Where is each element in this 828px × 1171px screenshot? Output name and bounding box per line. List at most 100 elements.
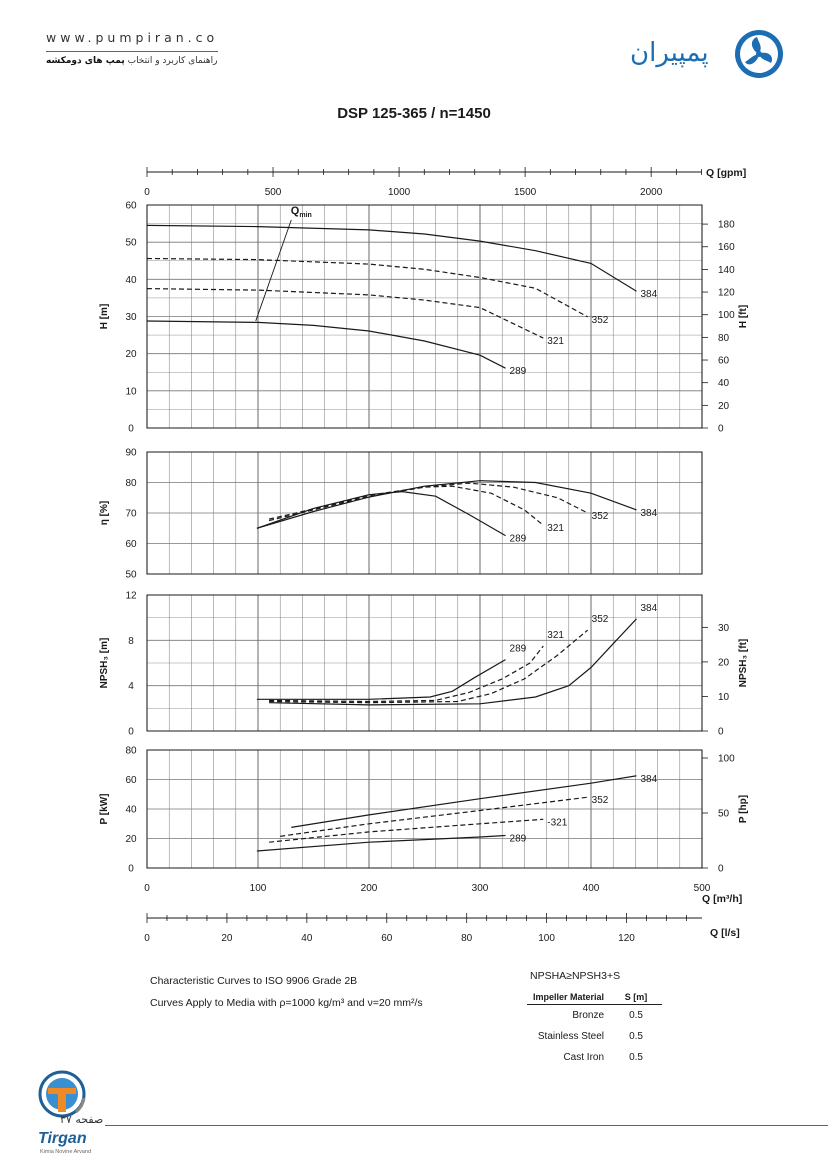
series-label: 352 bbox=[592, 315, 609, 326]
y-right-tick-label: 0 bbox=[718, 727, 724, 738]
series-power-289 bbox=[256, 834, 506, 852]
s-cell: 0.5 bbox=[629, 1010, 643, 1021]
ls-tick-label: 60 bbox=[381, 933, 393, 944]
series-power-352 bbox=[280, 796, 588, 837]
chart-notes: Characteristic Curves to ISO 9906 Grade … bbox=[150, 970, 423, 1014]
y-right-tick-label: 50 bbox=[718, 809, 730, 820]
series-efficiency-321 bbox=[268, 485, 544, 526]
series-efficiency-384 bbox=[256, 480, 637, 529]
npsh-rule: NPSHA≥NPSH3+S bbox=[530, 970, 621, 982]
series-label: -321 bbox=[547, 817, 567, 828]
header-subtitle-prefix: راهنمای کاربرد و انتخاب bbox=[127, 56, 218, 66]
brand-name: Tirgan bbox=[38, 1130, 87, 1147]
series-head-384 bbox=[146, 224, 637, 292]
y-right-axis-label: NPSH₃ [ft] bbox=[738, 639, 749, 688]
y-tick-label: 0 bbox=[128, 424, 134, 435]
note-line-2: Curves Apply to Media with ρ=1000 kg/m³ … bbox=[150, 997, 423, 1009]
ls-tick-label: 80 bbox=[461, 933, 473, 944]
y-tick-label: 60 bbox=[125, 539, 137, 550]
ls-tick-label: 40 bbox=[301, 933, 313, 944]
gpm-tick-label: 500 bbox=[265, 187, 282, 198]
gpm-tick-label: 2000 bbox=[640, 187, 663, 198]
ls-tick-label: 0 bbox=[144, 933, 150, 944]
m3h-tick-label: 500 bbox=[694, 883, 711, 894]
s-cell: 0.5 bbox=[629, 1052, 643, 1063]
panel-frame bbox=[146, 204, 703, 429]
y-right-axis-label: P [hp] bbox=[738, 795, 749, 823]
y-right-axis-label: H [ft] bbox=[738, 305, 749, 328]
panel-frame bbox=[146, 451, 703, 575]
y-tick-label: 20 bbox=[125, 834, 137, 845]
m3h-tick-label: 100 bbox=[250, 883, 267, 894]
material-cell: Cast Iron bbox=[563, 1052, 605, 1063]
y-tick-label: 20 bbox=[125, 349, 137, 360]
page-number: صفحه ۳۷ bbox=[60, 1113, 104, 1126]
series-label: 352 bbox=[592, 511, 609, 522]
y-right-tick-label: 20 bbox=[718, 657, 730, 668]
series-label: 352 bbox=[592, 795, 609, 806]
col-header-material: Impeller Material bbox=[527, 990, 611, 1005]
table-row: Stainless Steel 0.5 bbox=[527, 1026, 662, 1047]
y-right-tick-label: 40 bbox=[718, 378, 730, 389]
gpm-tick-label: 0 bbox=[144, 187, 150, 198]
series-efficiency-289 bbox=[256, 490, 506, 537]
header-subtitle: راهنمای کاربرد و انتخاب پمپ های دومکشه bbox=[46, 56, 218, 66]
series-label: 384 bbox=[641, 774, 658, 785]
safety-margin-table: Impeller Material S [m] Bronze 0.5 Stain… bbox=[527, 990, 663, 1068]
series-npsh-384 bbox=[269, 618, 637, 706]
m3h-tick-label: 200 bbox=[361, 883, 378, 894]
y-right-tick-label: 20 bbox=[718, 401, 730, 412]
series-label: 384 bbox=[641, 603, 658, 614]
series-label: 352 bbox=[592, 614, 609, 625]
y-right-tick-label: 10 bbox=[718, 692, 730, 703]
fan-icon bbox=[735, 30, 783, 78]
y-tick-label: 4 bbox=[128, 681, 134, 692]
y-right-tick-label: 140 bbox=[718, 265, 735, 276]
series-label: 321 bbox=[547, 630, 564, 641]
series-head-289 bbox=[146, 320, 506, 369]
y-tick-label: 10 bbox=[125, 386, 137, 397]
s-cell: 0.5 bbox=[629, 1031, 643, 1042]
qmin-annotation: Qmin bbox=[291, 205, 312, 219]
series-npsh-352 bbox=[269, 629, 589, 704]
material-cell: Bronze bbox=[572, 1010, 605, 1021]
y-axis-label: H [m] bbox=[99, 304, 110, 330]
y-right-tick-label: 0 bbox=[718, 424, 724, 435]
y-right-tick-label: 100 bbox=[718, 754, 735, 765]
website-url[interactable]: www.pumpiran.co bbox=[46, 30, 219, 45]
y-tick-label: 80 bbox=[125, 746, 137, 757]
series-label: 289 bbox=[510, 834, 527, 845]
panel-frame bbox=[146, 749, 703, 869]
y-tick-label: 50 bbox=[125, 238, 137, 249]
y-right-tick-label: 120 bbox=[718, 288, 735, 299]
y-right-tick-label: 80 bbox=[718, 333, 730, 344]
table-row: Cast Iron 0.5 bbox=[527, 1047, 662, 1068]
m3h-axis-label: Q [m³/h] bbox=[702, 893, 742, 905]
y-right-tick-label: 100 bbox=[718, 310, 735, 321]
ls-tick-label: 120 bbox=[618, 933, 635, 944]
y-axis-label: η [%] bbox=[99, 501, 110, 525]
m3h-tick-label: 300 bbox=[472, 883, 489, 894]
series-head-321 bbox=[146, 288, 544, 339]
y-axis-label: NPSH₃ [m] bbox=[99, 638, 110, 689]
y-right-tick-label: 160 bbox=[718, 242, 735, 253]
logo-wordmark: پمپیران bbox=[630, 38, 709, 68]
ls-axis-label: Q [l/s] bbox=[710, 927, 740, 939]
qmin-line bbox=[255, 219, 292, 322]
series-label: 384 bbox=[641, 508, 658, 519]
y-tick-label: 60 bbox=[125, 201, 137, 212]
y-tick-label: 60 bbox=[125, 775, 137, 786]
series-label: 289 bbox=[510, 366, 527, 377]
ls-tick-label: 20 bbox=[221, 933, 233, 944]
y-tick-label: 0 bbox=[128, 727, 134, 738]
material-cell: Stainless Steel bbox=[537, 1031, 605, 1042]
series-label: 289 bbox=[510, 644, 527, 655]
series-label: 384 bbox=[641, 289, 658, 300]
series-label: 289 bbox=[510, 534, 527, 545]
y-tick-label: 8 bbox=[128, 636, 134, 647]
y-tick-label: 30 bbox=[125, 312, 137, 323]
series-label: 321 bbox=[547, 336, 564, 347]
y-right-tick-label: 30 bbox=[718, 623, 730, 634]
gpm-tick-label: 1500 bbox=[514, 187, 537, 198]
